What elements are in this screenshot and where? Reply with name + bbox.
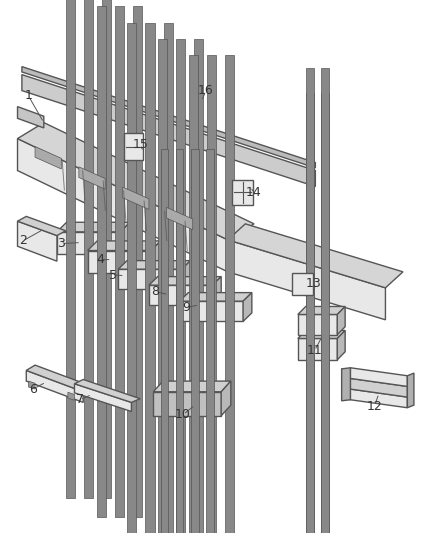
FancyBboxPatch shape [292,273,313,295]
Polygon shape [74,379,140,402]
Polygon shape [182,261,191,289]
Polygon shape [133,6,142,517]
Polygon shape [180,301,243,321]
Text: 10: 10 [175,408,191,421]
Polygon shape [149,285,212,305]
Polygon shape [212,277,221,305]
Polygon shape [18,216,66,236]
Polygon shape [151,241,161,273]
Polygon shape [127,23,136,533]
Polygon shape [298,338,337,360]
Text: 12: 12 [367,400,382,413]
Polygon shape [118,269,182,289]
Text: 16: 16 [198,84,214,97]
Text: 15: 15 [132,139,148,151]
Polygon shape [74,384,131,411]
Polygon shape [68,392,74,400]
Polygon shape [350,368,407,386]
Polygon shape [22,67,315,168]
Polygon shape [321,93,329,533]
Polygon shape [337,330,345,360]
Polygon shape [26,370,83,402]
FancyBboxPatch shape [124,133,143,160]
Polygon shape [118,261,191,269]
Polygon shape [298,306,345,314]
Polygon shape [350,378,407,397]
Polygon shape [206,149,214,533]
Polygon shape [194,39,203,533]
Polygon shape [161,149,168,533]
Text: 14: 14 [246,187,262,199]
Text: 5: 5 [109,269,117,281]
Polygon shape [298,314,337,335]
Polygon shape [18,123,254,240]
Polygon shape [18,139,228,272]
Polygon shape [166,207,193,230]
Polygon shape [243,293,252,321]
Polygon shape [120,222,130,254]
Polygon shape [225,55,234,533]
Polygon shape [153,392,221,416]
FancyBboxPatch shape [232,180,253,205]
Polygon shape [228,224,403,288]
Polygon shape [180,293,252,301]
Polygon shape [28,381,35,389]
Polygon shape [97,6,106,517]
Polygon shape [321,68,329,533]
Polygon shape [102,0,111,498]
Text: 6: 6 [29,383,37,395]
Text: 3: 3 [57,237,65,250]
Polygon shape [22,75,315,187]
Text: 1: 1 [25,90,32,102]
Polygon shape [26,365,92,392]
Text: 8: 8 [152,285,159,298]
Polygon shape [88,241,161,251]
Polygon shape [228,240,385,320]
Text: 11: 11 [307,344,322,357]
Polygon shape [176,39,185,533]
Polygon shape [79,167,105,189]
Polygon shape [18,221,57,261]
Text: 7: 7 [76,393,84,406]
Polygon shape [342,368,350,401]
Polygon shape [407,373,414,408]
Polygon shape [337,306,345,335]
Polygon shape [66,0,75,498]
Polygon shape [350,389,407,408]
Polygon shape [57,232,120,254]
Polygon shape [84,0,93,498]
Polygon shape [145,23,155,533]
Polygon shape [57,222,130,232]
Polygon shape [115,6,124,517]
Text: 2: 2 [19,235,27,247]
Polygon shape [18,107,44,128]
Polygon shape [189,55,198,533]
Polygon shape [176,149,184,533]
Polygon shape [306,93,314,533]
Polygon shape [149,277,221,285]
Polygon shape [298,330,345,338]
Polygon shape [123,187,149,209]
Polygon shape [158,39,167,533]
Text: 9: 9 [182,301,190,314]
Text: 4: 4 [96,253,104,266]
Polygon shape [164,23,173,533]
Polygon shape [207,55,216,533]
Polygon shape [191,149,198,533]
Polygon shape [221,381,231,416]
Text: 13: 13 [305,277,321,290]
Polygon shape [153,381,231,392]
Polygon shape [35,147,61,169]
Polygon shape [306,68,314,533]
Polygon shape [88,251,151,273]
